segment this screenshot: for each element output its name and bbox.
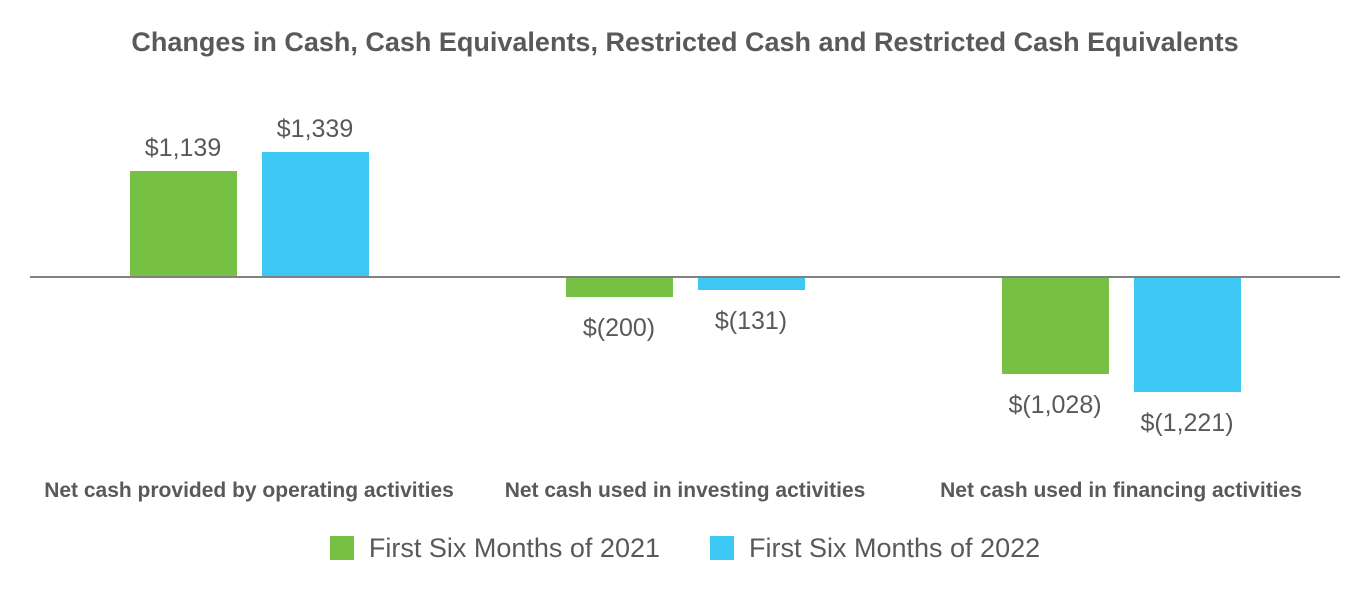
value-label-2021-investing: $(200) <box>582 313 656 342</box>
value-label-2021-operating: $1,139 <box>144 134 222 163</box>
bar-2022-investing <box>697 278 805 291</box>
value-label-2022-financing: $(1,221) <box>1140 408 1234 437</box>
bar-2021-investing <box>565 278 673 297</box>
legend-item-2022: First Six Months of 2022 <box>710 534 1040 562</box>
chart-title: Changes in Cash, Cash Equivalents, Restr… <box>131 27 1239 57</box>
bar-2021-financing <box>1001 278 1109 374</box>
bar-2021-operating <box>129 171 237 277</box>
legend-item-2021: First Six Months of 2021 <box>329 533 660 563</box>
x-axis-line <box>30 276 1340 278</box>
legend-label-2021: First Six Months of 2021 <box>368 533 660 563</box>
value-label-2022-investing: $(131) <box>714 307 788 336</box>
category-label-operating: Net cash provided by operating activitie… <box>44 479 454 502</box>
bar-2022-financing <box>1133 278 1241 392</box>
legend-swatch-2021 <box>329 536 354 560</box>
bar-2022-operating <box>261 152 369 277</box>
legend-label-2022: First Six Months of 2022 <box>749 533 1041 563</box>
value-label-2021-financing: $(1,028) <box>1008 390 1102 419</box>
value-label-2022-operating: $1,339 <box>276 115 354 144</box>
legend-swatch-2022 <box>710 536 734 560</box>
category-label-investing: Net cash used in investing activities <box>504 479 866 502</box>
category-label-financing: Net cash used in financing activities <box>940 479 1302 502</box>
legend: First Six Months of 2021 First Six Months… <box>0 534 1370 562</box>
